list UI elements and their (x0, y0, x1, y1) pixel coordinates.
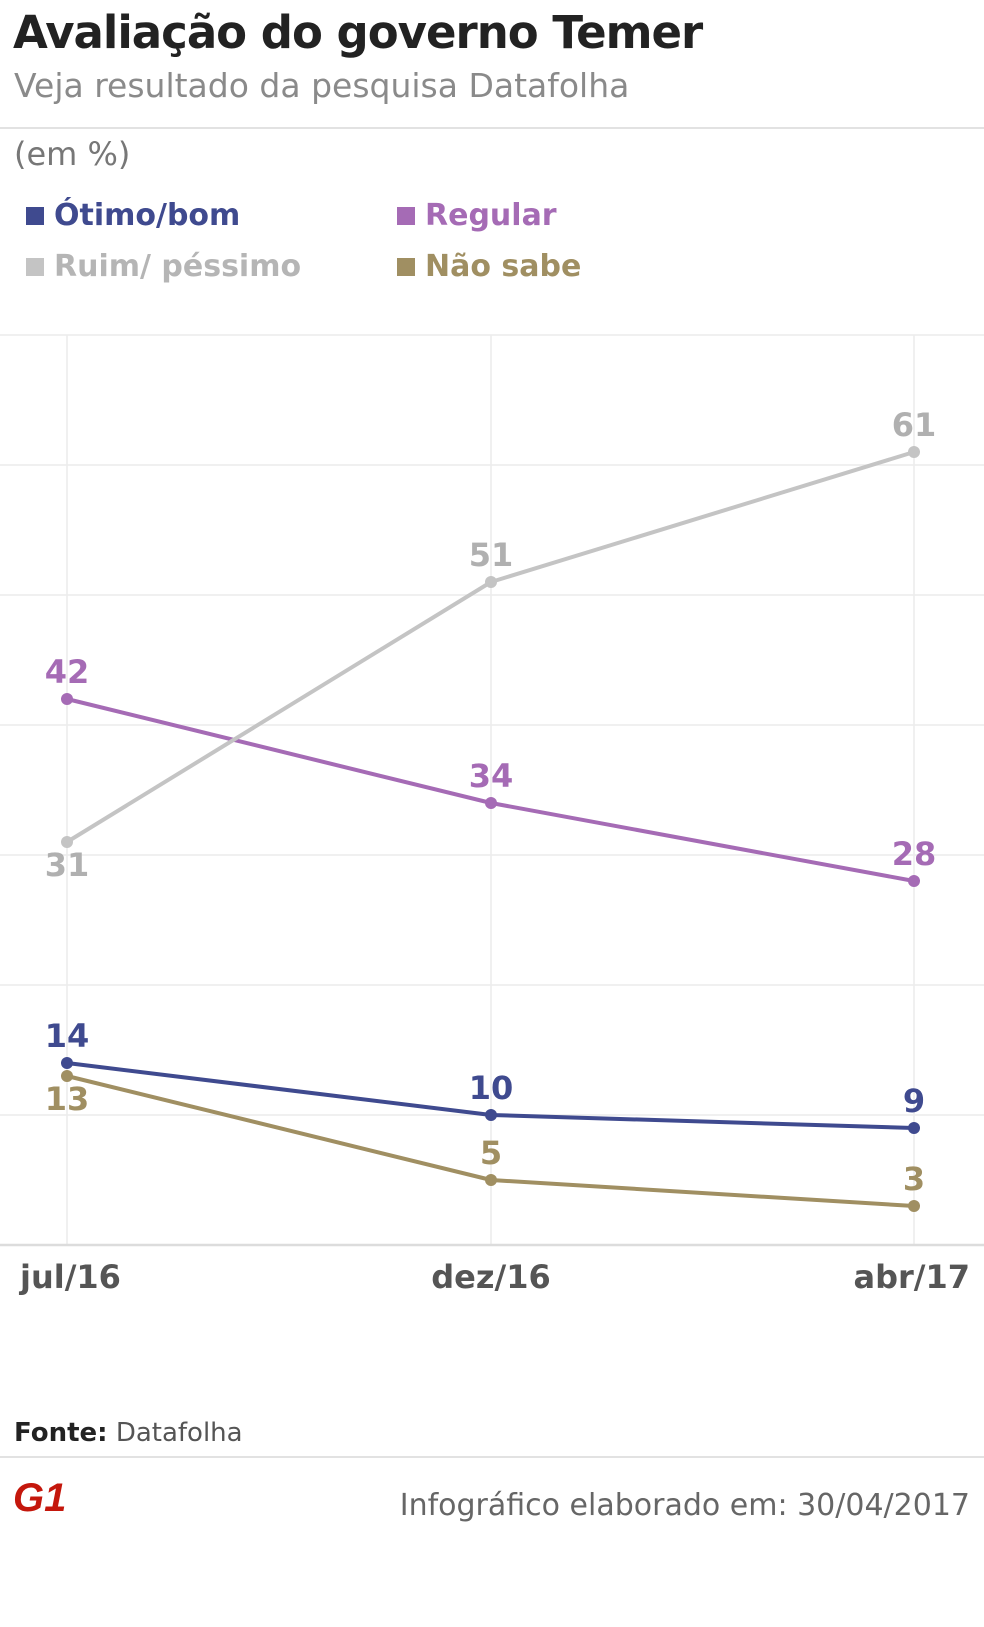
series-lines (61, 446, 920, 1212)
data-point-regular (61, 693, 73, 705)
legend-label-otimo-bom: Ótimo/bom (54, 198, 241, 233)
legend-item-nao-sabe: Não sabe (397, 249, 581, 284)
data-label-nao-sabe: 13 (45, 1080, 90, 1118)
data-label-regular: 42 (45, 653, 90, 691)
data-label-ruim-pessimo: 31 (45, 846, 90, 884)
chart-title: Avaliação do governo Temer (13, 6, 703, 59)
data-point-ruim-pessimo (485, 576, 497, 588)
x-axis: jul/16 dez/16 abr/17 (0, 1243, 984, 1296)
data-point-otimo-bom (485, 1109, 497, 1121)
data-point-regular (908, 875, 920, 887)
data-point-otimo-bom (908, 1122, 920, 1134)
chart-subtitle: Veja resultado da pesquisa Datafolha (14, 66, 630, 105)
legend-item-otimo-bom: Ótimo/bom (26, 198, 240, 233)
data-label-ruim-pessimo: 51 (469, 536, 514, 574)
x-tick-label: abr/17 (854, 1258, 971, 1296)
data-label-otimo-bom: 10 (469, 1069, 514, 1107)
source-value: Datafolha (115, 1418, 243, 1448)
data-label-regular: 34 (469, 757, 514, 795)
data-labels: 14 10 9 42 34 28 31 51 61 13 5 3 (45, 406, 937, 1198)
source-line: Fonte: Datafolha (14, 1418, 243, 1448)
data-point-nao-sabe (61, 1070, 73, 1082)
legend-swatch-ruim-pessimo (26, 257, 44, 276)
x-tick-label: jul/16 (18, 1258, 121, 1296)
g1-logo: G1 (13, 1476, 66, 1518)
legend-swatch-regular (397, 206, 415, 225)
footer-divider (0, 1456, 984, 1458)
infographic-date: Infográfico elaborado em: 30/04/2017 (399, 1488, 970, 1523)
legend-item-regular: Regular (397, 198, 557, 233)
data-label-regular: 28 (892, 835, 937, 873)
grid-lines (0, 334, 984, 1245)
legend-item-ruim-pessimo: Ruim/ péssimo (26, 249, 301, 284)
unit-label: (em %) (14, 135, 131, 173)
legend-swatch-otimo-bom (26, 206, 44, 225)
legend-label-regular: Regular (425, 198, 557, 233)
legend-swatch-nao-sabe (397, 257, 415, 276)
legend-label-ruim-pessimo: Ruim/ péssimo (54, 249, 302, 284)
data-point-ruim-pessimo (908, 446, 920, 458)
x-tick-label: dez/16 (431, 1258, 550, 1296)
data-label-nao-sabe: 3 (903, 1160, 925, 1198)
header-divider (0, 127, 984, 129)
legend-label-nao-sabe: Não sabe (425, 249, 582, 284)
data-label-ruim-pessimo: 61 (892, 406, 937, 444)
data-label-otimo-bom: 14 (45, 1017, 90, 1055)
g1-logo-text: G1 (13, 1476, 66, 1518)
data-point-nao-sabe (485, 1174, 497, 1186)
data-point-ruim-pessimo (61, 836, 73, 848)
data-point-otimo-bom (61, 1057, 73, 1069)
data-point-regular (485, 797, 497, 809)
source-label: Fonte: (14, 1418, 108, 1448)
data-point-nao-sabe (908, 1200, 920, 1212)
data-label-nao-sabe: 5 (480, 1134, 502, 1172)
data-label-otimo-bom: 9 (903, 1082, 925, 1120)
line-chart: 14 10 9 42 34 28 31 51 61 13 5 3 jul/16 dez/16 abr/17 (0, 334, 984, 1296)
